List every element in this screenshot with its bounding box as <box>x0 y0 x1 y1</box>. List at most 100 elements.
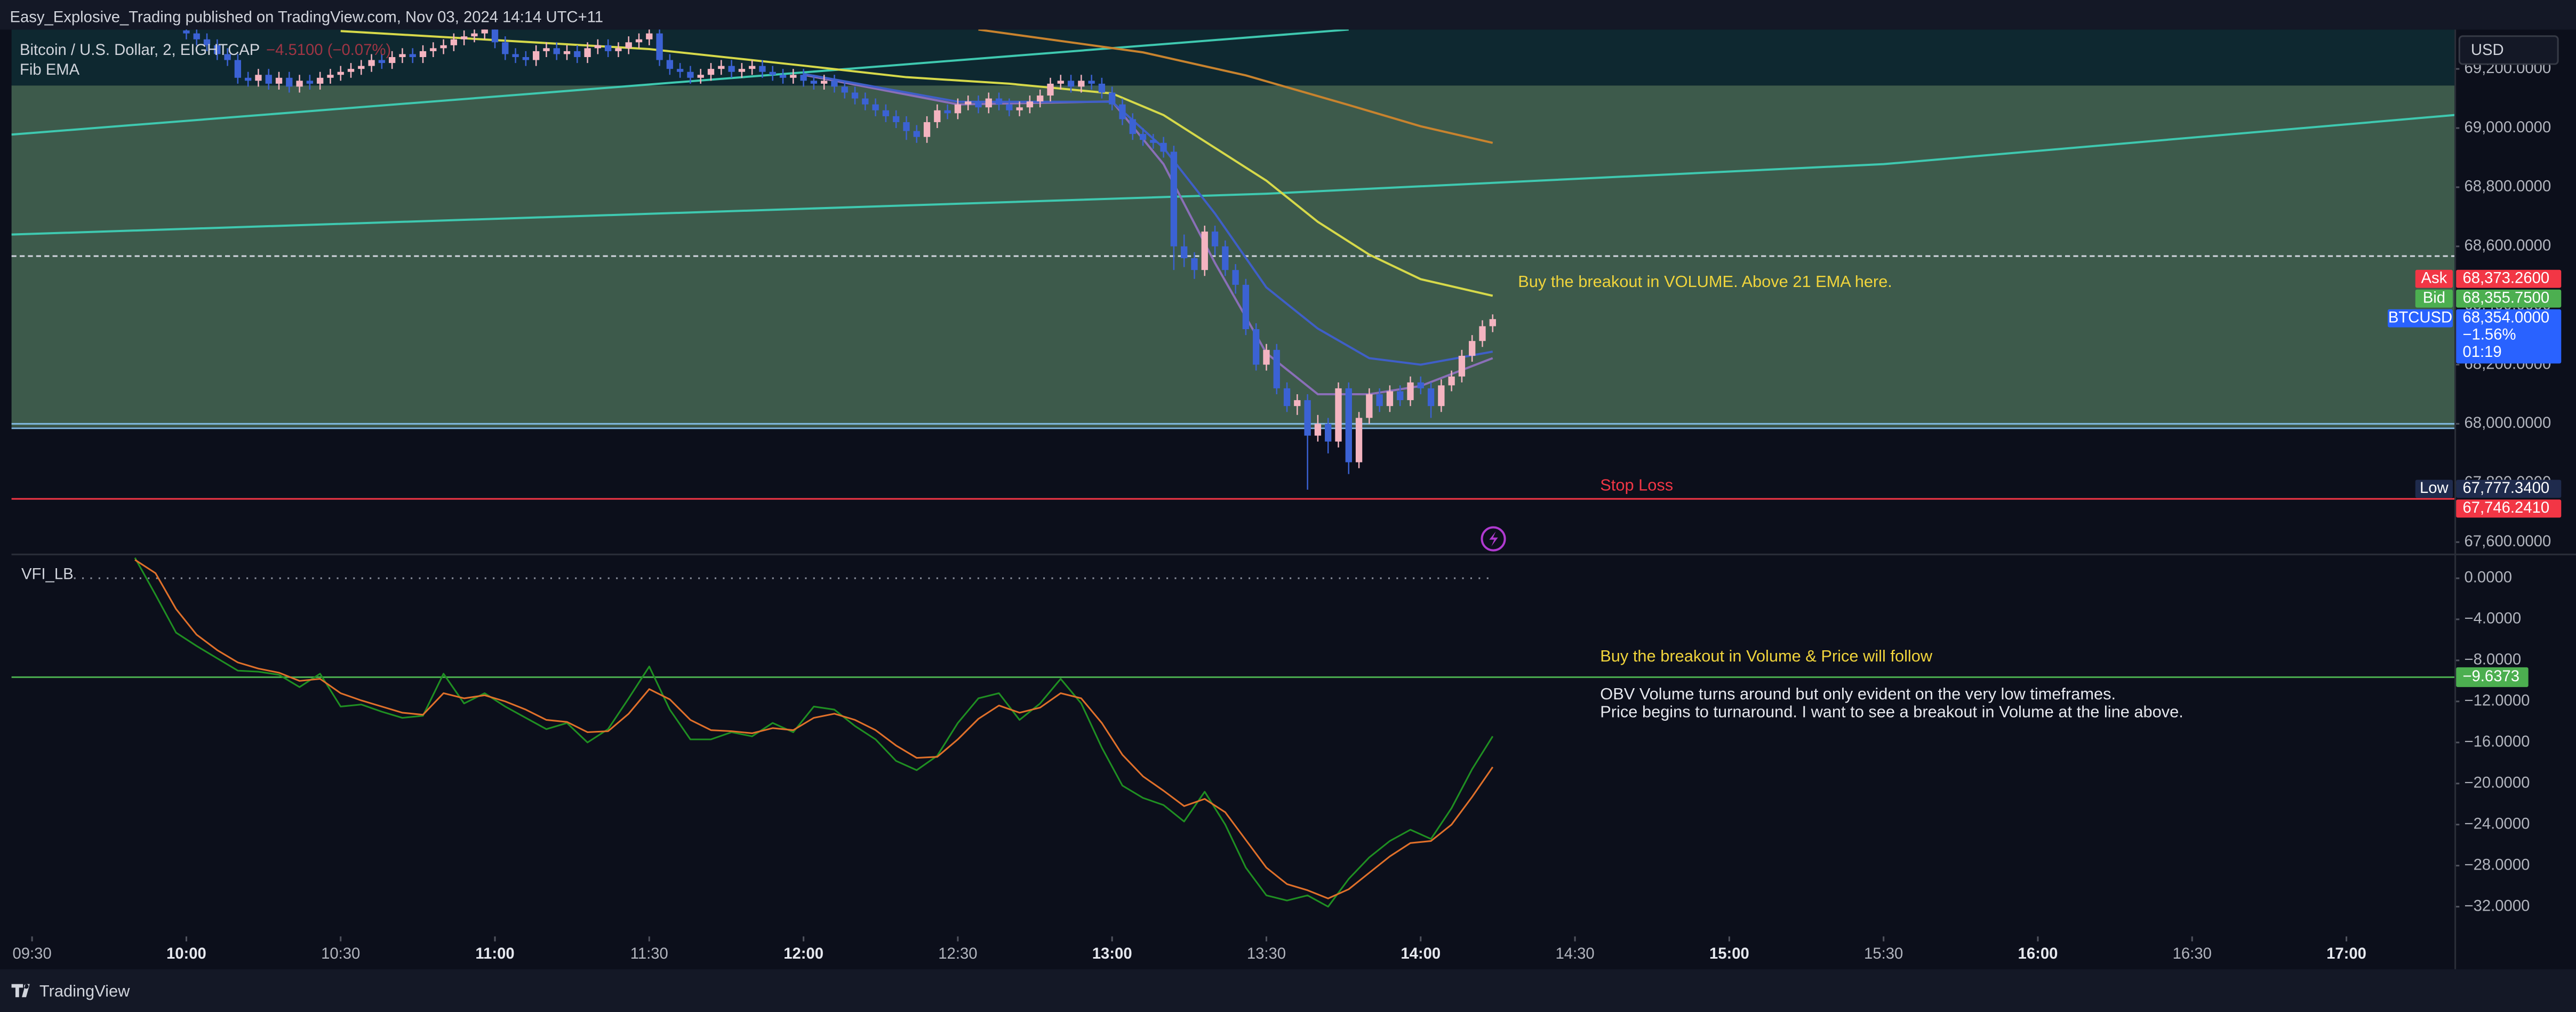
price-label: 68,354.0000 <box>2462 309 2549 326</box>
header-bar <box>0 0 2576 30</box>
candle-body <box>1448 376 1455 386</box>
candle-body <box>460 36 468 39</box>
candle-body <box>1232 270 1239 285</box>
chart-title: Bitcoin / U.S. Dollar, 2, EIGHTCAP <box>20 42 260 59</box>
candle-body <box>244 77 252 81</box>
candle-body <box>995 98 1003 105</box>
candle-body <box>1170 152 1178 246</box>
candle-body <box>1366 394 1373 418</box>
candle-body <box>1006 104 1013 110</box>
zone <box>11 85 2455 427</box>
candle-body <box>347 69 355 72</box>
candle-body <box>1355 418 1363 463</box>
candle-body <box>1026 101 1034 108</box>
candle-body <box>512 54 519 57</box>
price-label-box <box>2456 480 2562 498</box>
candle-body <box>1201 232 1208 270</box>
candle-body <box>718 66 725 69</box>
candle-body <box>1078 81 1085 87</box>
price-label-box <box>2456 499 2562 518</box>
candle-body <box>327 75 334 78</box>
candle-body <box>1181 246 1188 258</box>
candle-body <box>1345 388 1352 463</box>
candle-body <box>440 45 447 49</box>
price-label: 68,373.2600 <box>2462 269 2549 286</box>
candle-body <box>1386 391 1394 407</box>
candle-body <box>985 98 992 108</box>
candle-body <box>934 110 941 122</box>
candle-body <box>738 69 746 72</box>
y-tick-label: 0.0000 <box>2465 569 2512 586</box>
x-tick-label: 12:00 <box>783 945 823 962</box>
candle-body <box>450 39 458 45</box>
candle-body <box>893 116 900 122</box>
candle-body <box>1273 349 1280 388</box>
candle-body <box>1088 81 1095 84</box>
candle-body <box>677 69 684 72</box>
price-label: 67,777.3400 <box>2462 480 2549 497</box>
candle-body <box>1037 95 1044 102</box>
candle-body <box>862 98 869 105</box>
candle-body <box>1397 391 1404 401</box>
price-name: Ask <box>2421 269 2447 286</box>
currency-box[interactable] <box>2458 35 2559 65</box>
candle-body <box>1047 83 1054 96</box>
candle-body <box>574 51 581 57</box>
candle-body <box>1427 388 1435 407</box>
y-tick-label: −28.0000 <box>2465 856 2530 873</box>
candle-body <box>1458 355 1466 377</box>
candle-body <box>1489 319 1496 326</box>
candle-body <box>594 45 602 49</box>
y-tick-label: 68,800.0000 <box>2465 178 2551 195</box>
candle-body <box>1325 424 1332 442</box>
candle-body <box>913 131 920 137</box>
candle-body <box>481 29 488 34</box>
candle-body <box>1479 326 1486 341</box>
currency[interactable]: USD <box>2471 42 2504 59</box>
candle-body <box>543 48 550 51</box>
candle-body <box>502 42 509 54</box>
y-tick-label: 67,600.0000 <box>2465 533 2551 550</box>
candle-body <box>522 57 530 60</box>
candle-body <box>1129 119 1136 134</box>
candle-body <box>275 77 283 84</box>
candle-body <box>841 86 848 93</box>
header-text: Easy_Explosive_Trading published on Trad… <box>10 9 603 26</box>
y-tick-label: 68,600.0000 <box>2465 237 2551 254</box>
candle-body <box>965 101 972 105</box>
x-tick-label: 16:00 <box>2018 945 2058 962</box>
indicator-pane <box>11 557 2455 908</box>
candle-body <box>1469 341 1476 356</box>
annotation: OBV Volume turns around but only evident… <box>1600 684 2116 703</box>
candle-body <box>1150 140 1157 143</box>
price-pane <box>11 29 2455 500</box>
candle-body <box>255 75 262 81</box>
x-tick-label: 11:30 <box>630 945 668 962</box>
candle-body <box>368 60 375 66</box>
x-tick-label: 13:00 <box>1092 945 1132 962</box>
series-line <box>803 73 1493 366</box>
candle-body <box>1335 388 1342 442</box>
candle-body <box>851 92 859 99</box>
candle-body <box>749 66 756 69</box>
candle-body <box>1407 382 1414 401</box>
candle-body <box>419 51 427 57</box>
candle-body <box>903 122 910 131</box>
x-tick-label: 11:00 <box>475 945 514 962</box>
candle-body <box>1438 385 1445 407</box>
annotation: Buy the breakout in Volume & Price will … <box>1600 647 1933 665</box>
candle-body <box>553 48 560 54</box>
price-label-box <box>2456 269 2562 288</box>
candle-body <box>769 71 776 75</box>
annotation: Price begins to turnaround. I want to se… <box>1600 703 2183 721</box>
alert-icon[interactable] <box>1481 526 1506 552</box>
candle-body <box>615 48 622 51</box>
candle-body <box>810 81 818 84</box>
candle-body <box>306 81 314 84</box>
candle-body <box>224 54 231 60</box>
candle-body <box>728 66 735 72</box>
y-tick-label: −4.0000 <box>2465 610 2522 627</box>
candle-body <box>1253 329 1260 365</box>
